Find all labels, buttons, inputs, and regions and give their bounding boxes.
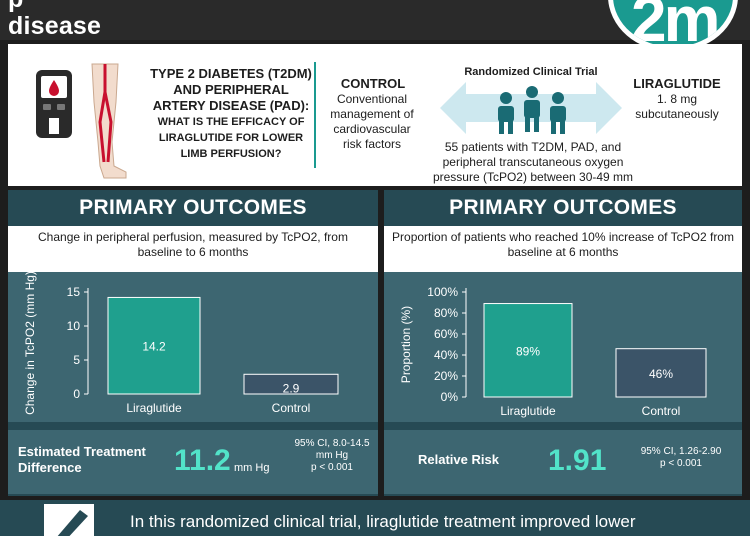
- y-tick-label: 20%: [434, 369, 458, 383]
- liraglutide-description: 1. 8 mg subcutaneously: [635, 92, 719, 121]
- relative-risk-label: Relative Risk: [418, 452, 499, 467]
- x-category-label: Liraglutide: [126, 401, 182, 415]
- y-tick-label: 80%: [434, 306, 458, 320]
- section-divider: [314, 62, 316, 168]
- outcome-heading-left: PRIMARY OUTCOMES: [79, 196, 307, 219]
- y-tick-label: 60%: [434, 327, 458, 341]
- ci-text-right: 95% CI, 1.26-2.90: [640, 446, 722, 457]
- outcome-panel-right: PRIMARY OUTCOMES Proportion of patients …: [384, 190, 742, 496]
- x-category-label: Control: [642, 404, 681, 418]
- outcome-foot-left: Estimated Treatment Difference 11.2 mm H…: [8, 430, 378, 494]
- outcome-panel-left: PRIMARY OUTCOMES Change in peripheral pe…: [8, 190, 378, 496]
- leg-artery-icon: [91, 63, 127, 179]
- bar-liraglutide: [107, 296, 201, 395]
- title-line-2: disease: [8, 12, 102, 40]
- y-tick-label: 5: [73, 353, 80, 367]
- glucose-meter-icon: [36, 70, 72, 138]
- p-value-right: p < 0.001: [660, 458, 702, 469]
- pen-icon: [44, 504, 94, 536]
- treatment-difference-label: Estimated Treatment Difference: [18, 444, 146, 475]
- control-description: Conventional management of cardiovascula…: [330, 92, 414, 151]
- outcome-chart-right: 0% 20% 40% 60% 80% 100% Proportion (%) 89% Lirag…: [384, 272, 742, 422]
- logo-text: 2m: [631, 0, 720, 52]
- y-tick-label: 0%: [441, 390, 459, 404]
- outcome-subheading-right: Proportion of patients who reached 10% i…: [384, 226, 742, 272]
- x-category-label: Control: [272, 401, 311, 415]
- title-line-1: p: [8, 0, 23, 13]
- y-axis-label: Proportion (%): [399, 306, 413, 383]
- ci-text-left: 95% CI, 8.0-14.5 mm Hg: [294, 438, 370, 461]
- y-tick-label: 15: [67, 285, 81, 299]
- treatment-difference-ci: 95% CI, 8.0-14.5 mm Hg p < 0.001: [290, 438, 374, 474]
- treatment-difference-unit: mm Hg: [234, 462, 270, 474]
- bar-value-label: 2.9: [283, 381, 300, 395]
- p-value-left: p < 0.001: [311, 462, 353, 473]
- conclusion-band: [0, 500, 750, 536]
- bar-value-label: 89%: [516, 344, 540, 358]
- outcome-chart-left: 0 5 10 15 Change in TcPO2 (mm Hg) 14.2 Liraglu…: [8, 272, 378, 422]
- question-title: TYPE 2 DIABETES (T2DM) AND PERIPHERAL AR…: [150, 66, 312, 113]
- y-tick-label: 40%: [434, 348, 458, 362]
- study-question: TYPE 2 DIABETES (T2DM) AND PERIPHERAL AR…: [146, 66, 316, 162]
- rct-title: Randomized Clinical Trial: [464, 66, 598, 78]
- y-tick-label: 0: [73, 387, 80, 401]
- proportion-chart: 0% 20% 40% 60% 80% 100% Proportion (%) 89% Lirag…: [399, 285, 707, 418]
- tcpo2-change-chart: 0 5 10 15 Change in TcPO2 (mm Hg) 14.2 Liraglu…: [23, 272, 339, 415]
- question-subtitle: WHAT IS THE EFFICACY OF LIRAGLUTIDE FOR …: [157, 116, 305, 160]
- study-design-panel: TYPE 2 DIABETES (T2DM) AND PERIPHERAL AR…: [8, 44, 742, 199]
- y-axis-label: Change in TcPO2 (mm Hg): [23, 272, 37, 415]
- bar-control: [243, 373, 339, 395]
- patients-icon: [498, 86, 566, 134]
- page-title: p disease: [8, 0, 101, 40]
- outcome-subheading-left: Change in peripheral perfusion, measured…: [8, 226, 378, 272]
- relative-risk-value: 1.91: [548, 444, 607, 477]
- bar-liraglutide: [483, 303, 573, 398]
- bar-value-label: 14.2: [142, 340, 166, 354]
- x-category-label: Liraglutide: [500, 404, 556, 418]
- relative-risk-ci: 95% CI, 1.26-2.90 p < 0.001: [632, 446, 730, 470]
- y-tick-label: 100%: [427, 285, 458, 299]
- y-tick-label: 10: [67, 319, 81, 333]
- bar-control: [615, 348, 707, 398]
- liraglutide-title: LIRAGLUTIDE: [633, 76, 721, 91]
- bar-value-label: 46%: [649, 367, 673, 381]
- outcome-foot-right: Relative Risk 1.91 95% CI, 1.26-2.90 p <…: [384, 430, 742, 494]
- treatment-difference-value: 11.2: [174, 444, 231, 477]
- randomization-arrow-icon: [440, 82, 622, 134]
- outcome-heading-right: PRIMARY OUTCOMES: [449, 196, 677, 219]
- conclusion-text: In this randomized clinical trial, lirag…: [130, 512, 636, 531]
- control-title: CONTROL: [340, 76, 406, 91]
